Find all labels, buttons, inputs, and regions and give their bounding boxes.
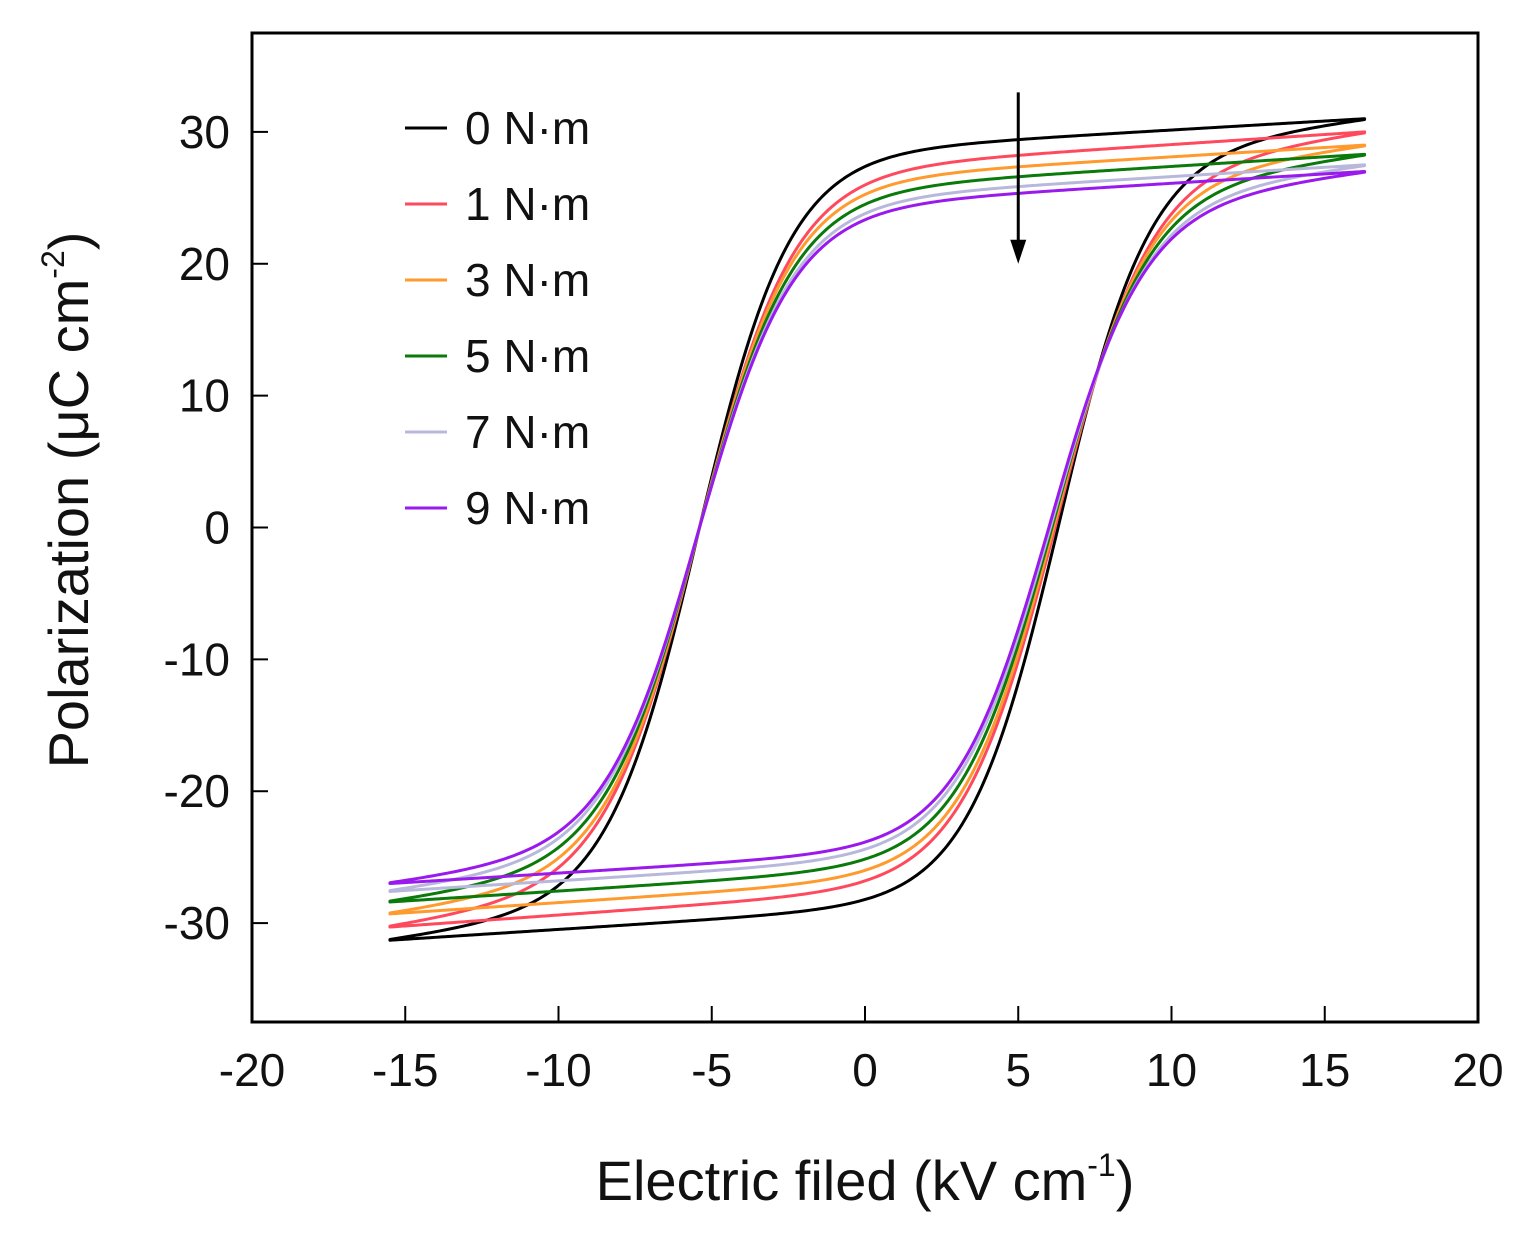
legend-label-4: 7 N·m — [465, 406, 590, 458]
y-axis-title: Polarization (μC cm-2) — [35, 232, 100, 769]
y-tick-label: -10 — [164, 633, 230, 685]
y-tick-label: 30 — [179, 106, 230, 158]
axis-tick-labels: -20 -15 -10 -5 0 5 10 15 20 -30 -20 -10 0 10 20 30 — [164, 106, 1504, 1096]
legend-label-3: 5 N·m — [465, 330, 590, 382]
x-tick-label: -20 — [219, 1044, 285, 1096]
legend-label-1: 1 N·m — [465, 178, 590, 230]
x-tick-label: 20 — [1452, 1044, 1503, 1096]
legend-label-2: 3 N·m — [465, 254, 590, 306]
x-tick-label: -10 — [525, 1044, 591, 1096]
x-tick-label: -5 — [691, 1044, 732, 1096]
x-tick-label: 10 — [1146, 1044, 1197, 1096]
y-tick-label: 10 — [179, 370, 230, 422]
y-tick-label: -20 — [164, 765, 230, 817]
plot-frame — [250, 31, 1480, 1024]
y-tick-label: 20 — [179, 238, 230, 290]
legend-label-5: 9 N·m — [465, 482, 590, 534]
x-tick-label: 0 — [852, 1044, 878, 1096]
annotation-arrow-head — [1010, 239, 1027, 264]
series-layer — [388, 117, 1367, 942]
series-line-5 — [388, 169, 1367, 886]
legend-label-0: 0 N·m — [465, 102, 590, 154]
x-axis-title: Electric filed (kV cm-1) — [596, 1147, 1135, 1212]
x-tick-label: -15 — [372, 1044, 438, 1096]
annotation-layer — [1010, 92, 1027, 264]
x-tick-label: 15 — [1299, 1044, 1350, 1096]
axis-ticks — [251, 130, 1479, 1022]
x-tick-label: 5 — [1005, 1044, 1031, 1096]
y-tick-label: 0 — [204, 502, 230, 554]
legend: 0 N·m 1 N·m 3 N·m 5 N·m 7 N·m 9 N·m — [405, 102, 590, 534]
y-tick-label: -30 — [164, 897, 230, 949]
